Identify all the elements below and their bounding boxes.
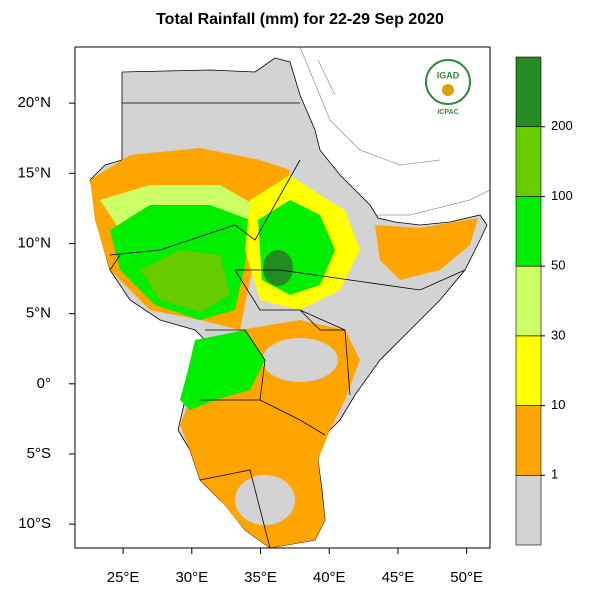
colorbar-label: 30 — [551, 327, 565, 342]
colorbar-bin — [515, 56, 542, 128]
x-tick-label: 50°E — [450, 569, 483, 586]
plot-frame — [74, 46, 491, 549]
logo: IGAD ICPAC — [425, 59, 471, 116]
colorbar-label: 50 — [551, 258, 565, 273]
coastline — [299, 46, 491, 216]
logo-name: IGAD — [437, 70, 460, 80]
colorbar-label: 10 — [551, 397, 565, 412]
colorbar-bin — [515, 196, 542, 267]
y-tick-label: 5°S — [27, 445, 51, 462]
rain-zone — [262, 338, 338, 382]
map-area — [74, 46, 491, 549]
x-tick-label: 30°E — [175, 569, 208, 586]
title: Total Rainfall (mm) for 22-29 Sep 2020 — [156, 11, 444, 28]
y-tick-label: 10°N — [17, 234, 51, 251]
x-tick-label: 45°E — [382, 569, 415, 586]
x-tick-label: 25°E — [107, 569, 140, 586]
rain-zone — [140, 250, 230, 312]
colorbar-label: 200 — [551, 118, 573, 133]
logo-org: ICPAC — [437, 109, 458, 116]
colorbar-bin — [515, 126, 542, 197]
y-tick-label: 10°S — [18, 515, 51, 532]
rain-zone — [180, 330, 265, 410]
logo-ring — [425, 59, 471, 105]
colorbar-label: 100 — [551, 188, 573, 203]
colorbar-bin — [515, 474, 542, 546]
rain-zone — [235, 475, 295, 525]
y-tick-label: 20°N — [17, 94, 51, 111]
rain-zone — [370, 285, 440, 350]
colorbar-bin — [515, 405, 542, 476]
rain-zone — [375, 218, 478, 280]
colorbar-bin — [515, 265, 542, 337]
y-tick-label: 15°N — [17, 164, 51, 181]
country-borders — [109, 102, 466, 549]
rain-zone — [263, 250, 293, 286]
y-tick-label: 0° — [37, 375, 51, 392]
colorbar-label: 1 — [551, 467, 558, 482]
colorbar-bin — [515, 335, 542, 406]
logo-emblem — [442, 84, 454, 96]
x-tick-label: 35°E — [244, 569, 277, 586]
x-tick-label: 40°E — [313, 569, 346, 586]
y-tick-label: 5°N — [26, 305, 51, 322]
